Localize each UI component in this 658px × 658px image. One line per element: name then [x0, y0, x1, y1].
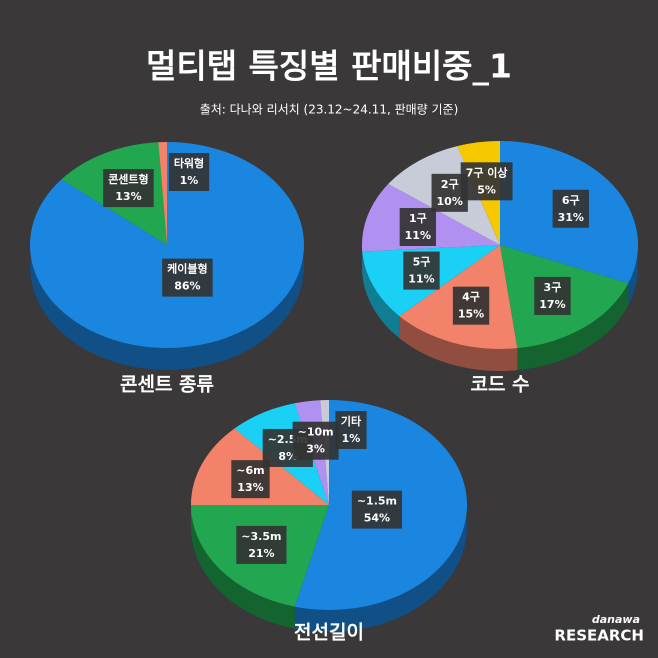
label-name: 케이블형: [167, 262, 207, 276]
page-title: 멀티탭 특징별 판매비중_1: [146, 47, 512, 86]
label-box: [460, 162, 513, 201]
label-box: [552, 189, 589, 228]
pie-title: 콘센트 종류: [120, 374, 214, 396]
pie-side: [362, 251, 400, 339]
label-box: [168, 153, 210, 191]
label-box: [403, 251, 440, 290]
pie-title: 전선길이: [294, 622, 364, 644]
label-value: 13%: [115, 190, 141, 203]
label-value: 21%: [248, 547, 274, 560]
data-label: ~3.5m 21%: [236, 525, 287, 564]
data-label: ~10m 3%: [292, 421, 339, 460]
label-box: [452, 286, 490, 325]
pie-side: [517, 283, 629, 371]
label-value: 54%: [364, 512, 390, 525]
label-name: 6구: [562, 194, 580, 207]
label-box: [162, 258, 213, 297]
label-name: ~10m: [298, 426, 334, 439]
label-name: ~1.5m: [357, 495, 397, 508]
label-value: 8%: [278, 450, 297, 463]
logo-top: danawa: [592, 613, 640, 626]
label-name: 1구: [409, 212, 427, 225]
label-value: 5%: [477, 183, 496, 196]
pie-slice: [158, 142, 167, 245]
data-label: 7구 이상 5%: [460, 162, 513, 201]
page-subtitle: 출처: 다나와 리서치 (23.12~24.11, 판매량 기준): [200, 103, 459, 117]
label-name: ~6m: [236, 464, 264, 477]
label-value: 11%: [408, 273, 434, 286]
label-box: [351, 490, 403, 529]
data-label: 케이블형 86%: [162, 258, 213, 297]
data-label: 타워형 1%: [168, 153, 210, 191]
label-value: 11%: [405, 229, 431, 242]
label-value: 15%: [458, 308, 484, 321]
label-value: 31%: [558, 211, 584, 224]
label-name: ~3.5m: [241, 530, 281, 543]
label-box: [534, 276, 571, 315]
pie-side: [191, 505, 295, 629]
label-value: 1%: [342, 432, 361, 445]
data-label: ~1.5m 54%: [351, 490, 403, 529]
label-name: 5구: [413, 256, 431, 269]
label-box: [335, 411, 367, 449]
label-value: 1%: [180, 174, 199, 187]
label-value: 86%: [174, 280, 200, 293]
label-name: 7구 이상: [466, 165, 508, 179]
pie-side: [399, 316, 518, 371]
label-box: [292, 421, 339, 460]
data-label: 기타 1%: [335, 411, 367, 449]
label-box: [236, 525, 287, 564]
pie-slice: [29, 142, 304, 348]
label-value: 3%: [306, 443, 325, 456]
label-box: [103, 169, 154, 208]
label-name: 타워형: [174, 156, 204, 170]
label-name: 2구: [441, 178, 459, 191]
pie-title: 코드 수: [470, 374, 529, 396]
label-name: 3구: [544, 281, 562, 294]
label-name: 4구: [462, 291, 480, 304]
logo-bottom: RESEARCH: [554, 627, 644, 645]
label-box: [399, 208, 437, 247]
data-label: 콘센트형 13%: [103, 169, 154, 208]
label-value: 13%: [237, 481, 263, 494]
label-value: 17%: [539, 298, 565, 311]
label-name: 콘센트형: [108, 172, 148, 186]
label-value: 10%: [437, 195, 463, 208]
label-name: 기타: [341, 414, 362, 428]
